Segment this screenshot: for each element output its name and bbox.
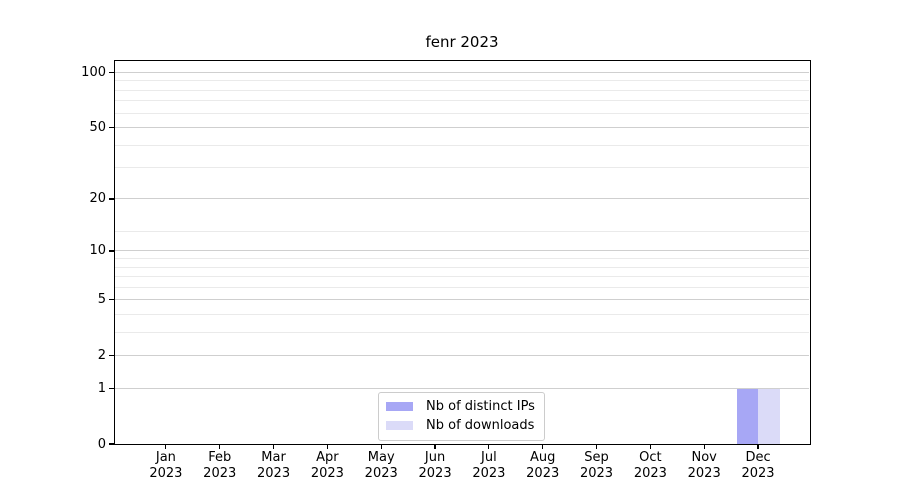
x-tick-label: Jun 2023 xyxy=(418,450,452,481)
y-gridline-minor xyxy=(115,258,809,260)
y-gridline-minor xyxy=(115,266,809,268)
legend-label-downloads: Nb of downloads xyxy=(426,418,535,433)
x-tick-label: May 2023 xyxy=(364,450,398,481)
y-gridline-minor xyxy=(115,231,809,233)
legend-label-distinct-ips: Nb of distinct IPs xyxy=(426,399,535,414)
y-gridline-minor xyxy=(115,167,809,169)
x-tick xyxy=(488,444,490,449)
x-tick xyxy=(434,444,436,449)
x-tick xyxy=(219,444,221,449)
x-tick-label: Aug 2023 xyxy=(526,450,560,481)
y-tick-label: 20 xyxy=(89,191,106,207)
y-gridline-minor xyxy=(115,112,809,114)
y-tick xyxy=(109,198,114,200)
y-gridline-major xyxy=(115,198,809,200)
x-tick xyxy=(380,444,382,449)
x-tick-label: Jul 2023 xyxy=(472,450,506,481)
y-gridline-major xyxy=(115,387,809,389)
y-gridline-minor xyxy=(115,331,809,333)
y-tick xyxy=(109,126,114,129)
x-tick xyxy=(757,444,759,449)
x-tick xyxy=(595,444,598,449)
x-tick xyxy=(649,444,651,449)
y-gridline-minor xyxy=(115,80,809,82)
y-tick xyxy=(109,387,114,389)
x-tick-label: Mar 2023 xyxy=(257,450,291,481)
y-tick xyxy=(109,443,114,445)
legend-swatch-distinct-ips xyxy=(386,402,413,411)
y-gridline-minor xyxy=(115,313,809,315)
y-tick xyxy=(109,250,114,252)
y-gridline-minor xyxy=(115,276,809,278)
bar-distinct-ips xyxy=(736,388,759,444)
y-tick-label: 5 xyxy=(97,292,106,308)
x-tick-label: Sep 2023 xyxy=(579,450,614,481)
y-tick xyxy=(109,299,114,301)
y-gridline-minor xyxy=(115,144,809,146)
y-tick-label: 1 xyxy=(97,380,106,396)
bar-downloads xyxy=(758,388,780,444)
legend-row-distinct-ips: Nb of distinct IPs xyxy=(386,398,535,415)
chart-title: fenr 2023 xyxy=(425,33,499,51)
y-tick-label: 10 xyxy=(89,243,106,259)
y-tick xyxy=(109,71,114,74)
y-gridline-minor xyxy=(115,286,809,288)
y-gridline-minor xyxy=(115,100,809,102)
y-gridline-major xyxy=(115,299,809,301)
x-tick xyxy=(165,444,167,449)
y-tick-label: 2 xyxy=(97,348,106,364)
y-gridline-major xyxy=(115,250,809,252)
x-tick xyxy=(703,444,705,449)
x-tick xyxy=(326,444,328,449)
x-tick xyxy=(272,444,275,449)
x-tick xyxy=(542,444,544,449)
y-gridline-major xyxy=(115,126,809,128)
x-tick-label: Jan 2023 xyxy=(149,450,183,481)
x-tick-label: Nov 2023 xyxy=(687,450,721,481)
legend-row-downloads: Nb of downloads xyxy=(386,417,535,434)
y-tick-label: 0 xyxy=(97,436,106,452)
legend-swatch-downloads xyxy=(386,421,413,430)
y-tick xyxy=(109,354,114,357)
y-tick-label: 50 xyxy=(89,119,106,135)
x-tick-label: Oct 2023 xyxy=(633,450,667,481)
x-tick-label: Dec 2023 xyxy=(741,450,775,481)
x-tick-label: Apr 2023 xyxy=(310,450,344,481)
y-gridline-minor xyxy=(115,89,809,91)
y-gridline-major xyxy=(115,71,809,73)
x-tick-label: Feb 2023 xyxy=(203,450,237,481)
y-tick-label: 100 xyxy=(81,64,106,80)
legend: Nb of distinct IPs Nb of downloads xyxy=(378,392,545,441)
y-gridline-major xyxy=(115,355,809,357)
